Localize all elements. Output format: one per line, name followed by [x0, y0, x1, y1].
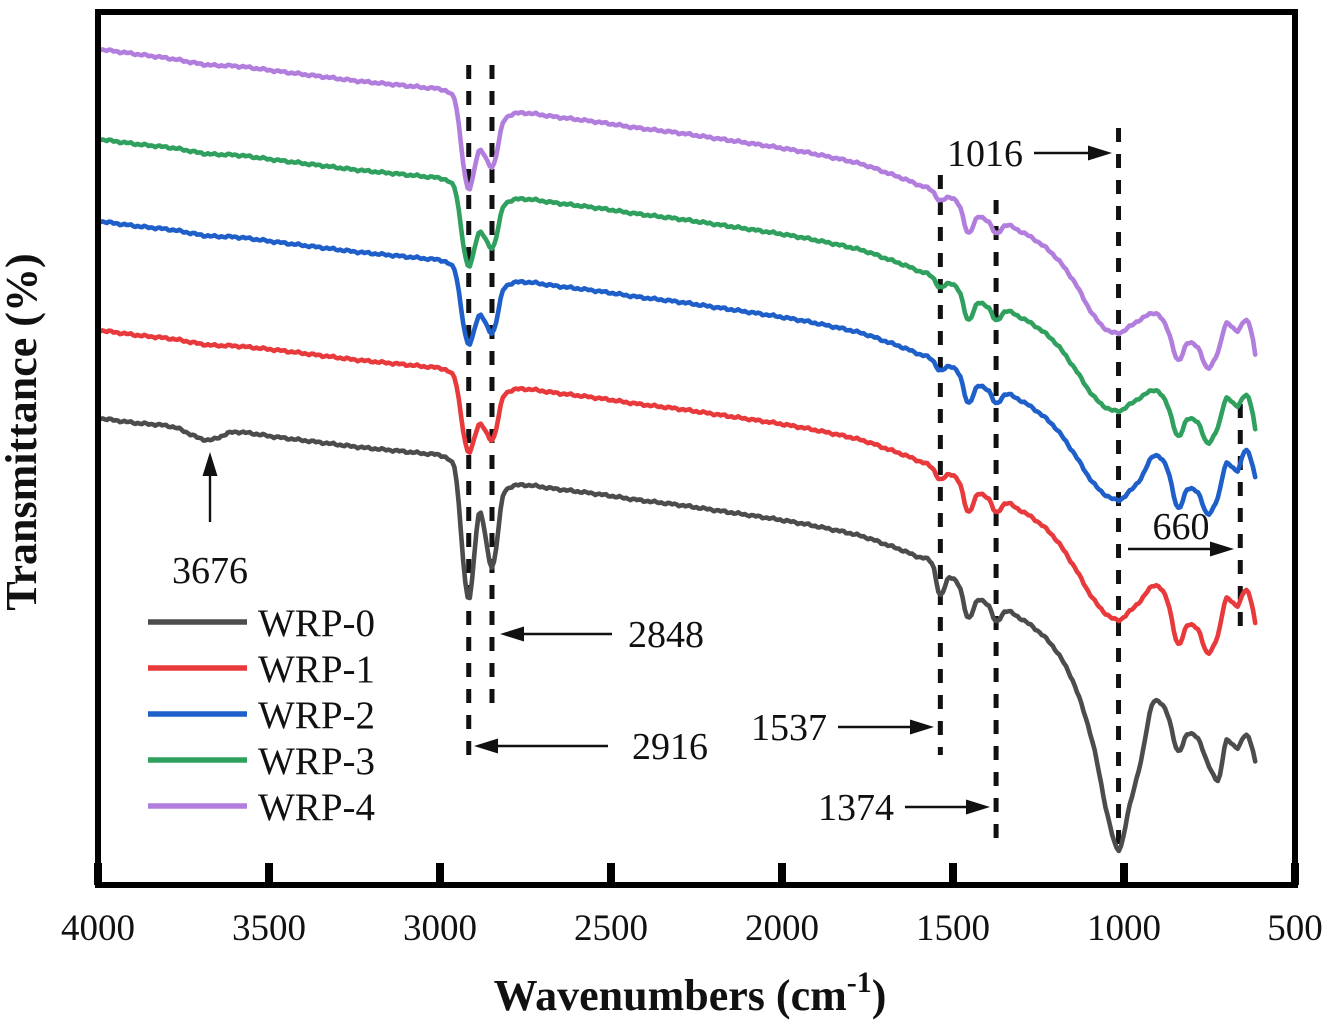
peak-annotations: 3676 2848 2916 1537 1374 1016 660: [172, 133, 1234, 829]
x-axis-title-main: Wavenumbers (cm: [494, 971, 847, 1020]
x-axis-ticks: 4000 3500 3000 2500 2000 1500 1000 500: [61, 863, 1323, 949]
legend-item-WRP-0: WRP-0: [148, 602, 375, 645]
annotation-arrowhead-1374: [966, 799, 990, 815]
annotation-label-1374: 1374: [818, 787, 894, 829]
annotation-1016: 1016: [947, 133, 1112, 175]
annotation-arrowhead-660: [1210, 541, 1234, 557]
annotation-arrowhead-2848: [500, 626, 524, 642]
legend-label-WRP-1: WRP-1: [258, 648, 375, 691]
legend-label-WRP-2: WRP-2: [258, 694, 375, 737]
dashed-guides: [466, 65, 1243, 856]
x-axis-title-superscript: -1: [847, 966, 872, 999]
legend-label-WRP-4: WRP-4: [258, 786, 375, 829]
x-tick-label-3000: 3000: [403, 908, 477, 949]
legend-item-WRP-3: WRP-3: [148, 740, 375, 783]
annotation-label-1016: 1016: [947, 133, 1023, 175]
series-curve-WRP-1: [95, 327, 1258, 656]
spectra-curves: [95, 46, 1258, 854]
x-tick-label-4000: 4000: [61, 908, 135, 949]
series-curve-WRP-3: [95, 136, 1258, 446]
x-axis-title-close: ): [872, 971, 887, 1020]
x-tick-label-2000: 2000: [745, 908, 819, 949]
legend-item-WRP-4: WRP-4: [148, 786, 375, 829]
annotation-2848: 2848: [500, 614, 704, 656]
series-curve-WRP-4: [95, 46, 1258, 371]
annotation-660: 660: [1128, 506, 1234, 557]
x-tick-label-1500: 1500: [916, 908, 990, 949]
annotation-label-3676: 3676: [172, 550, 248, 592]
plot-frame: [95, 9, 1298, 888]
annotation-label-1537: 1537: [751, 707, 827, 749]
legend-label-WRP-0: WRP-0: [258, 602, 375, 645]
annotation-2916: 2916: [474, 726, 708, 768]
legend-label-WRP-3: WRP-3: [258, 740, 375, 783]
y-axis-title: Transmittance (%): [0, 253, 46, 610]
x-tick-label-500: 500: [1267, 908, 1323, 949]
annotation-label-2848: 2848: [628, 614, 704, 656]
x-tick-label-2500: 2500: [574, 908, 648, 949]
series-curve-WRP-2: [95, 218, 1258, 517]
annotation-arrowhead-1016: [1088, 145, 1112, 161]
annotation-1374: 1374: [818, 787, 990, 829]
series-curve-WRP-0: [95, 415, 1258, 854]
annotation-1537: 1537: [751, 707, 934, 749]
legend-item-WRP-2: WRP-2: [148, 694, 375, 737]
x-axis-title: Wavenumbers (cm-1): [494, 966, 887, 1020]
annotation-arrowhead-2916: [474, 738, 498, 754]
annotation-3676: 3676: [172, 452, 248, 592]
annotation-arrowhead-1537: [910, 719, 934, 735]
annotation-arrowhead-3676: [202, 452, 218, 476]
x-tick-label-1000: 1000: [1087, 908, 1161, 949]
annotation-label-660: 660: [1153, 506, 1210, 548]
legend-item-WRP-1: WRP-1: [148, 648, 375, 691]
x-tick-label-3500: 3500: [232, 908, 306, 949]
annotation-label-2916: 2916: [632, 726, 708, 768]
